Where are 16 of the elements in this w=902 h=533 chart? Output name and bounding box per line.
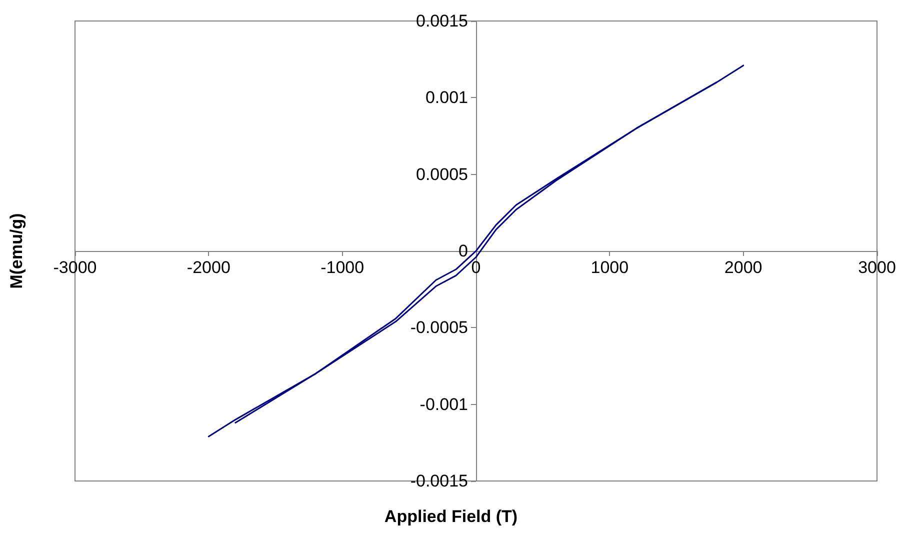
x-tick-label: -1000 xyxy=(320,258,364,277)
x-tick-label: 2000 xyxy=(724,258,762,277)
x-tick-label: -2000 xyxy=(186,258,230,277)
y-tick-label: 0 xyxy=(458,242,468,260)
y-tick-label: 0.0005 xyxy=(416,164,468,184)
x-tick-label: 1000 xyxy=(590,258,629,277)
y-tick-label: 0.0015 xyxy=(416,12,468,30)
x-tick-label: -3000 xyxy=(53,258,97,277)
x-tick-label: 0 xyxy=(471,258,481,277)
x-tick-label: 3000 xyxy=(858,258,896,277)
y-axis-title: M(emu/g) xyxy=(7,213,26,289)
y-tick-label: -0.0015 xyxy=(410,472,468,490)
y-tick-label: 0.001 xyxy=(425,88,468,108)
x-axis-title: Applied Field (T) xyxy=(384,507,518,526)
y-tick-label: -0.001 xyxy=(420,394,468,414)
y-tick-label: -0.0005 xyxy=(410,318,468,338)
